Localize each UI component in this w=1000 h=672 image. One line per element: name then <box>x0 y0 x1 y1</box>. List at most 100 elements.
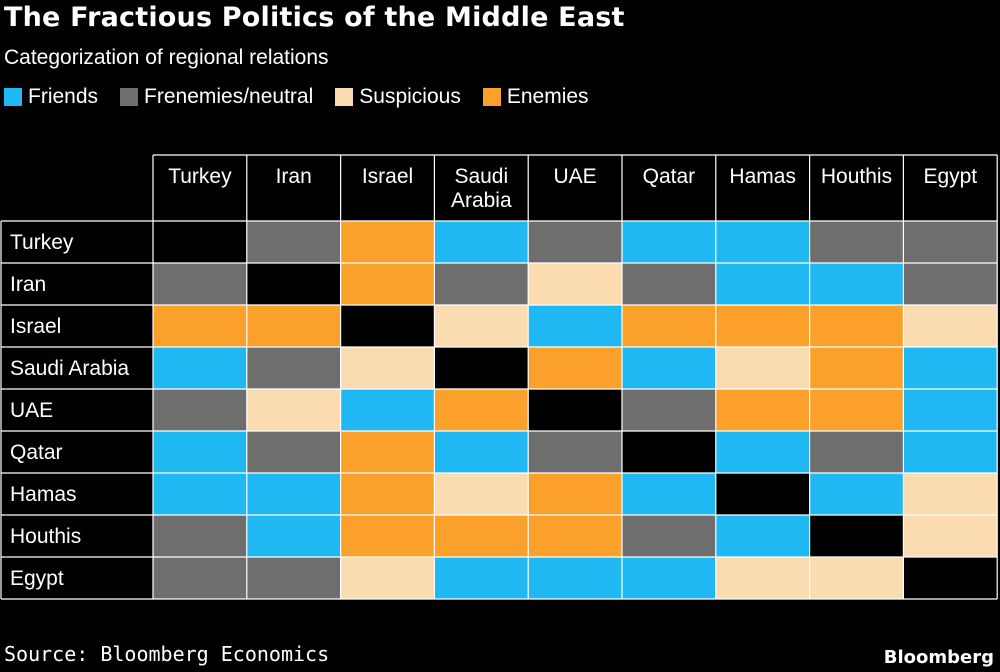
row-header-label: Hamas <box>10 483 77 506</box>
heatmap-cell <box>153 515 247 557</box>
heatmap-cell <box>622 473 716 515</box>
heatmap-cell <box>622 305 716 347</box>
heatmap-cell <box>340 221 435 263</box>
chart-subtitle: Categorization of regional relations <box>4 46 329 69</box>
legend-item-friends: Friends <box>4 85 98 109</box>
heatmap-cell <box>153 305 247 347</box>
heatmap-cell <box>153 389 247 431</box>
column-header-label: Turkey <box>168 165 232 188</box>
heatmap-cell <box>246 221 341 263</box>
heatmap-cell <box>246 305 341 347</box>
heatmap-cell <box>528 389 622 431</box>
heatmap-cell <box>715 221 810 263</box>
heatmap-cell <box>715 473 810 515</box>
bloomberg-logo: Bloomberg <box>883 647 994 668</box>
heatmap-cell <box>622 557 716 599</box>
heatmap-cell <box>434 305 529 347</box>
legend-swatch-enemies <box>482 88 501 106</box>
heatmap-cell <box>340 431 435 473</box>
legend-label-friends: Friends <box>28 85 99 108</box>
heatmap-cell <box>715 263 810 305</box>
heatmap-cell <box>153 347 247 389</box>
heatmap-cell <box>434 263 529 305</box>
row-header-label: Israel <box>10 315 61 338</box>
column-header-label: Qatar <box>643 165 696 188</box>
heatmap-cell <box>153 263 247 305</box>
heatmap-cell <box>809 431 904 473</box>
legend-swatch-frenemies <box>120 88 139 106</box>
legend-label-enemies: Enemies <box>506 85 589 108</box>
column-header-label: Iran <box>276 165 312 188</box>
heatmap-cell <box>246 347 341 389</box>
heatmap-cell <box>528 431 622 473</box>
row-header-label: Saudi Arabia <box>10 357 129 380</box>
heatmap-cell <box>809 557 904 599</box>
heatmap-cell <box>622 431 716 473</box>
heatmap-cell <box>340 347 435 389</box>
heatmap-cell <box>715 557 810 599</box>
heatmap-cell <box>340 305 435 347</box>
row-header-label: Houthis <box>10 525 81 548</box>
column-header-label: Israel <box>362 165 413 188</box>
heatmap-cell <box>340 389 435 431</box>
column-header-label: Egypt <box>923 165 977 188</box>
legend-swatch-suspicious <box>335 88 354 106</box>
heatmap-cell <box>434 347 529 389</box>
legend-item-suspicious: Suspicious <box>335 85 461 109</box>
heatmap-cell <box>622 263 716 305</box>
source-note: Source: Bloomberg Economics <box>4 642 330 666</box>
heatmap-cell <box>434 473 529 515</box>
heatmap-cell <box>715 347 810 389</box>
heatmap-cell <box>340 263 435 305</box>
heatmap-cell <box>809 389 904 431</box>
heatmap-cell <box>622 347 716 389</box>
row-header-label: Qatar <box>10 441 63 464</box>
column-header-label: UAE <box>554 165 597 188</box>
heatmap-cell <box>715 305 810 347</box>
heatmap-cell <box>434 221 529 263</box>
heatmap-cell <box>809 221 904 263</box>
heatmap-cell <box>246 389 341 431</box>
heatmap-cell <box>903 431 998 473</box>
heatmap-cell <box>715 431 810 473</box>
heatmap-cell <box>528 557 622 599</box>
heatmap-cell <box>903 389 998 431</box>
heatmap-cell <box>622 221 716 263</box>
heatmap-cell <box>809 305 904 347</box>
legend-label-frenemies: Frenemies/neutral <box>144 85 314 108</box>
heatmap-cell <box>715 389 810 431</box>
legend-item-frenemies: Frenemies/neutral <box>120 85 313 109</box>
column-header-label: Houthis <box>821 165 892 188</box>
heatmap-cell <box>528 263 622 305</box>
legend-label-suspicious: Suspicious <box>359 85 461 108</box>
heatmap-cell <box>903 515 998 557</box>
heatmap-cell <box>622 515 716 557</box>
row-header-label: Iran <box>10 273 46 296</box>
heatmap-cell <box>434 557 529 599</box>
column-header-label: Saudi Arabia <box>451 165 512 212</box>
heatmap-cell <box>153 431 247 473</box>
legend: Friends Frenemies/neutral Suspicious Ene… <box>4 85 589 109</box>
heatmap-cell <box>340 473 435 515</box>
heatmap-cell <box>246 473 341 515</box>
legend-swatch-friends <box>4 88 22 106</box>
heatmap-cell <box>903 347 998 389</box>
heatmap-cell <box>246 431 341 473</box>
heatmap-cell <box>246 263 341 305</box>
heatmap-cell <box>903 473 998 515</box>
heatmap-cell <box>528 221 622 263</box>
column-header-label: Hamas <box>729 165 796 188</box>
row-header-label: UAE <box>10 399 53 422</box>
legend-item-enemies: Enemies <box>482 85 589 109</box>
heatmap-cell <box>246 557 341 599</box>
heatmap-cell <box>809 473 904 515</box>
chart-title: The Fractious Politics of the Middle Eas… <box>4 2 625 33</box>
heatmap-cell <box>903 305 998 347</box>
heatmap-cell <box>809 263 904 305</box>
heatmap-cell <box>809 347 904 389</box>
heatmap-cell <box>528 305 622 347</box>
heatmap-cell <box>528 473 622 515</box>
row-header-label: Egypt <box>10 567 64 590</box>
heatmap-cell <box>528 515 622 557</box>
heatmap-cell <box>903 221 998 263</box>
